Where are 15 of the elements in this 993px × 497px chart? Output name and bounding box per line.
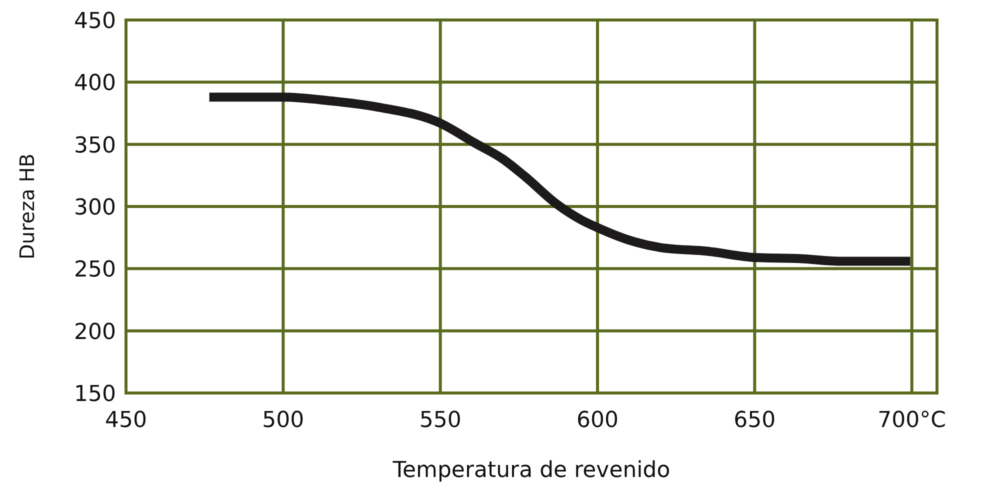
- x-tick-label: 600: [576, 408, 619, 433]
- x-tick-label: 450: [105, 408, 147, 433]
- x-tick-label: 550: [419, 408, 462, 433]
- y-axis-title: Dureza HB: [15, 153, 39, 260]
- x-tick-label: 650: [734, 408, 776, 433]
- y-tick-label: 350: [74, 133, 116, 158]
- y-tick-label: 250: [74, 258, 116, 283]
- y-tick-label: 400: [74, 71, 116, 96]
- x-axis-title: Temperatura de revenido: [392, 458, 670, 483]
- x-tick-label: 500: [262, 408, 304, 433]
- x-tick-label: 700°C: [878, 408, 946, 433]
- y-tick-label: 200: [74, 320, 116, 345]
- y-tick-label: 450: [74, 9, 116, 34]
- y-tick-label: 150: [74, 382, 116, 407]
- y-tick-label: 300: [74, 196, 116, 220]
